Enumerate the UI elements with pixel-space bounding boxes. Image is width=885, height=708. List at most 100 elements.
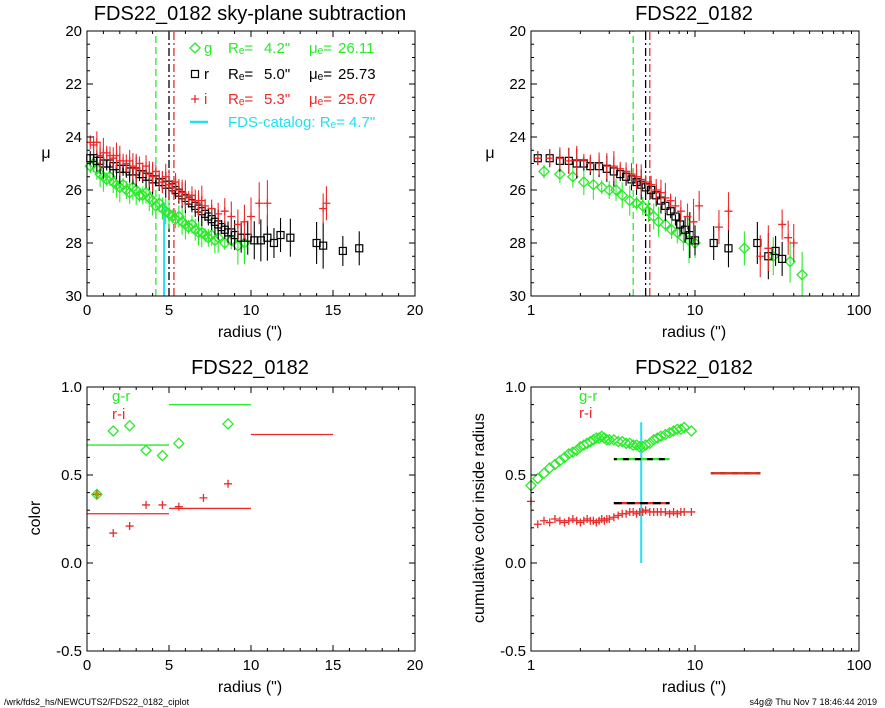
y-tick-label: 30: [65, 288, 82, 305]
plus-marker: [683, 212, 692, 221]
square-marker: [753, 238, 762, 248]
diamond-marker: [612, 435, 625, 448]
plus-marker: [689, 217, 698, 226]
x-tick-label: 5: [165, 657, 173, 674]
diamond-marker: [212, 231, 225, 244]
square-marker: [724, 244, 733, 253]
plus-marker: [187, 191, 196, 200]
plus-marker: [319, 204, 328, 213]
plus-marker: [609, 162, 618, 171]
x-tick-label: 15: [325, 657, 342, 674]
plus-marker: [605, 515, 614, 523]
plus-marker: [132, 164, 141, 173]
plus-marker: [158, 500, 167, 509]
diamond-marker: [620, 437, 633, 450]
plus-marker: [666, 196, 675, 205]
y-tick-label: 24: [65, 129, 82, 146]
square-marker: [276, 230, 285, 240]
plus-marker: [550, 515, 559, 523]
plus-marker: [609, 513, 618, 522]
diamond-marker: [553, 168, 566, 181]
plus-marker: [616, 164, 625, 173]
plus-marker: [714, 223, 723, 232]
x-axis-label: radius ("): [662, 679, 726, 696]
plus-marker: [191, 95, 199, 103]
diamond-marker: [156, 449, 169, 462]
legend-r-re-label: Rₑ=: [228, 66, 253, 83]
panel-title: FDS22_0182: [635, 357, 753, 379]
plus-marker: [687, 507, 696, 516]
square-marker: [666, 207, 675, 216]
plus-marker: [784, 233, 793, 242]
diamond-marker: [796, 268, 809, 281]
square-marker: [319, 241, 328, 250]
plus-marker: [197, 196, 206, 205]
x-axis-label: radius ("): [218, 324, 282, 341]
x-tick-label: 10: [243, 302, 260, 319]
plus-marker: [112, 151, 121, 160]
plus-marker: [641, 178, 650, 187]
square-marker: [771, 246, 780, 256]
square-marker: [355, 244, 364, 253]
plot-frame: [86, 386, 416, 652]
diamond-marker: [627, 439, 640, 451]
legend-ri: r-i: [112, 406, 125, 423]
y-tick-label: 28: [65, 235, 82, 252]
plus-marker: [560, 518, 569, 527]
overlap-marker: [94, 491, 100, 497]
diamond-marker: [107, 425, 120, 437]
diamond-marker: [531, 472, 544, 485]
plus-marker: [255, 199, 264, 208]
legend-markers: [189, 42, 208, 124]
y-tick-label: 22: [509, 76, 526, 93]
diamond-marker: [667, 425, 680, 437]
legend-g-mu: 26.11: [338, 40, 374, 57]
plus-marker: [247, 212, 255, 221]
x-tick-label: 0: [83, 657, 91, 674]
diamond-marker: [643, 437, 656, 450]
plus-marker: [201, 201, 210, 210]
plus-marker: [142, 162, 151, 171]
plus-marker: [138, 167, 147, 176]
diamond-marker: [577, 176, 590, 188]
y-tick-label: 1.0: [61, 379, 82, 396]
legend-r-mu-label: μₑ=: [309, 66, 332, 83]
plus-marker: [564, 516, 573, 525]
plus-marker: [622, 509, 631, 518]
plus-marker: [545, 518, 554, 527]
diamond-marker: [636, 199, 649, 212]
footer-timestamp: s4g@ Thu Nov 7 18:46:44 2019: [749, 697, 877, 707]
panel-title: FDS22_0182: [191, 357, 309, 379]
y-tick-label: 30: [509, 288, 526, 305]
plus-marker: [637, 175, 646, 184]
plus-marker: [220, 207, 229, 216]
x-tick-label: 20: [407, 657, 424, 674]
diamond-marker: [538, 165, 550, 178]
diamond-marker: [651, 432, 664, 444]
diamond-marker: [593, 432, 605, 444]
panel-profile-linear: FDS22_0182 sky-plane subtraction radius …: [41, 3, 423, 341]
plus-marker: [322, 199, 331, 208]
diamond-marker: [566, 446, 579, 459]
plus-marker: [669, 507, 678, 516]
diamond-marker: [674, 423, 687, 436]
diamond-marker: [222, 418, 234, 430]
plus-marker: [673, 509, 682, 518]
x-tick-label: 0: [83, 302, 91, 319]
plus-marker: [168, 183, 177, 192]
diamond-marker: [553, 455, 566, 467]
plus-marker: [579, 156, 588, 165]
plus-marker: [695, 201, 704, 210]
diamond-marker: [587, 178, 600, 191]
plus-marker: [263, 199, 272, 208]
y-tick-label: 22: [65, 76, 82, 93]
legend-r-mu: 25.73: [338, 66, 376, 83]
legend-r-re: 5.0": [264, 66, 290, 83]
plus-marker: [151, 167, 160, 176]
panel-profile-log: FDS22_0182 radius (") μ 1 10 100 20 22 24 26 28…: [485, 3, 871, 341]
diamond-marker: [633, 440, 646, 453]
diamond-marker: [655, 430, 667, 443]
plus-marker: [545, 154, 554, 163]
diamond-marker: [595, 181, 608, 194]
